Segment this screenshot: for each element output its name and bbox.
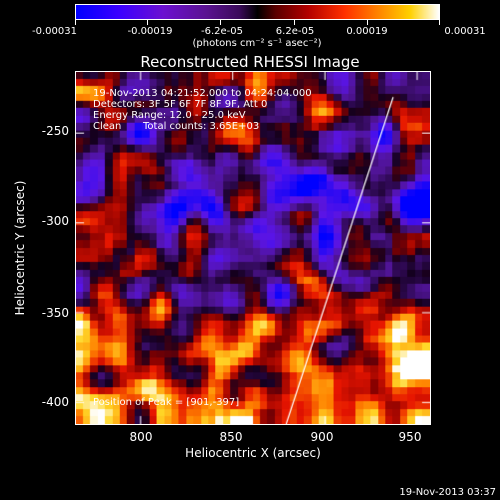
colorbar-tick xyxy=(294,20,295,25)
y-tick-label: -300 xyxy=(41,214,69,228)
x-axis-label: Heliocentric X (arcsec) xyxy=(185,446,321,460)
plot-area xyxy=(75,71,431,425)
footer-date: 19-Nov-2013 03:37 xyxy=(399,487,496,498)
colorbar-units: (photons cm⁻² s⁻¹ asec⁻²) xyxy=(192,38,322,49)
x-tick-label: 800 xyxy=(129,430,153,444)
time-range-annotation: 19-Nov-2013 04:21:52.000 to 04:24:04.000 xyxy=(93,88,312,99)
x-tick-label: 850 xyxy=(219,430,243,444)
y-axis-label: Heliocentric Y (arcsec) xyxy=(13,180,27,316)
heatmap-image xyxy=(76,72,430,424)
colorbar-tick-label: -0.00019 xyxy=(127,26,173,37)
plot-title: Reconstructed RHESSI Image xyxy=(140,53,360,71)
colorbar-tick-label: 0.00031 xyxy=(444,26,486,37)
colorbar-tick xyxy=(75,20,76,25)
colorbar-tick xyxy=(220,20,221,25)
y-tick-label: -250 xyxy=(41,124,69,138)
x-tick-label: 900 xyxy=(310,430,334,444)
colorbar-tick-label: 0.00019 xyxy=(346,26,388,37)
colorbar-tick-label: 6.2e-05 xyxy=(275,26,315,37)
y-tick-label: -350 xyxy=(41,306,69,320)
x-tick-label: 950 xyxy=(398,430,422,444)
colorbar-tick-label: -6.2e-05 xyxy=(201,26,243,37)
method-annotation: Clean xyxy=(93,121,122,132)
energy-range-annotation: Energy Range: 12.0 - 25.0 keV xyxy=(93,110,246,121)
colorbar xyxy=(75,4,440,20)
colorbar-tick xyxy=(367,20,368,25)
colorbar-tick xyxy=(147,20,148,25)
detectors-annotation: Detectors: 3F 5F 6F 7F 8F 9F, Att 0 xyxy=(93,99,268,110)
colorbar-tick-label: -0.00031 xyxy=(32,26,77,37)
colorbar-tick xyxy=(439,20,440,25)
total-counts-annotation: Total counts: 3.65E+03 xyxy=(143,121,260,132)
y-tick-label: -400 xyxy=(41,395,69,409)
peak-position-annotation: Position of Peak = [901,-397] xyxy=(93,397,240,408)
